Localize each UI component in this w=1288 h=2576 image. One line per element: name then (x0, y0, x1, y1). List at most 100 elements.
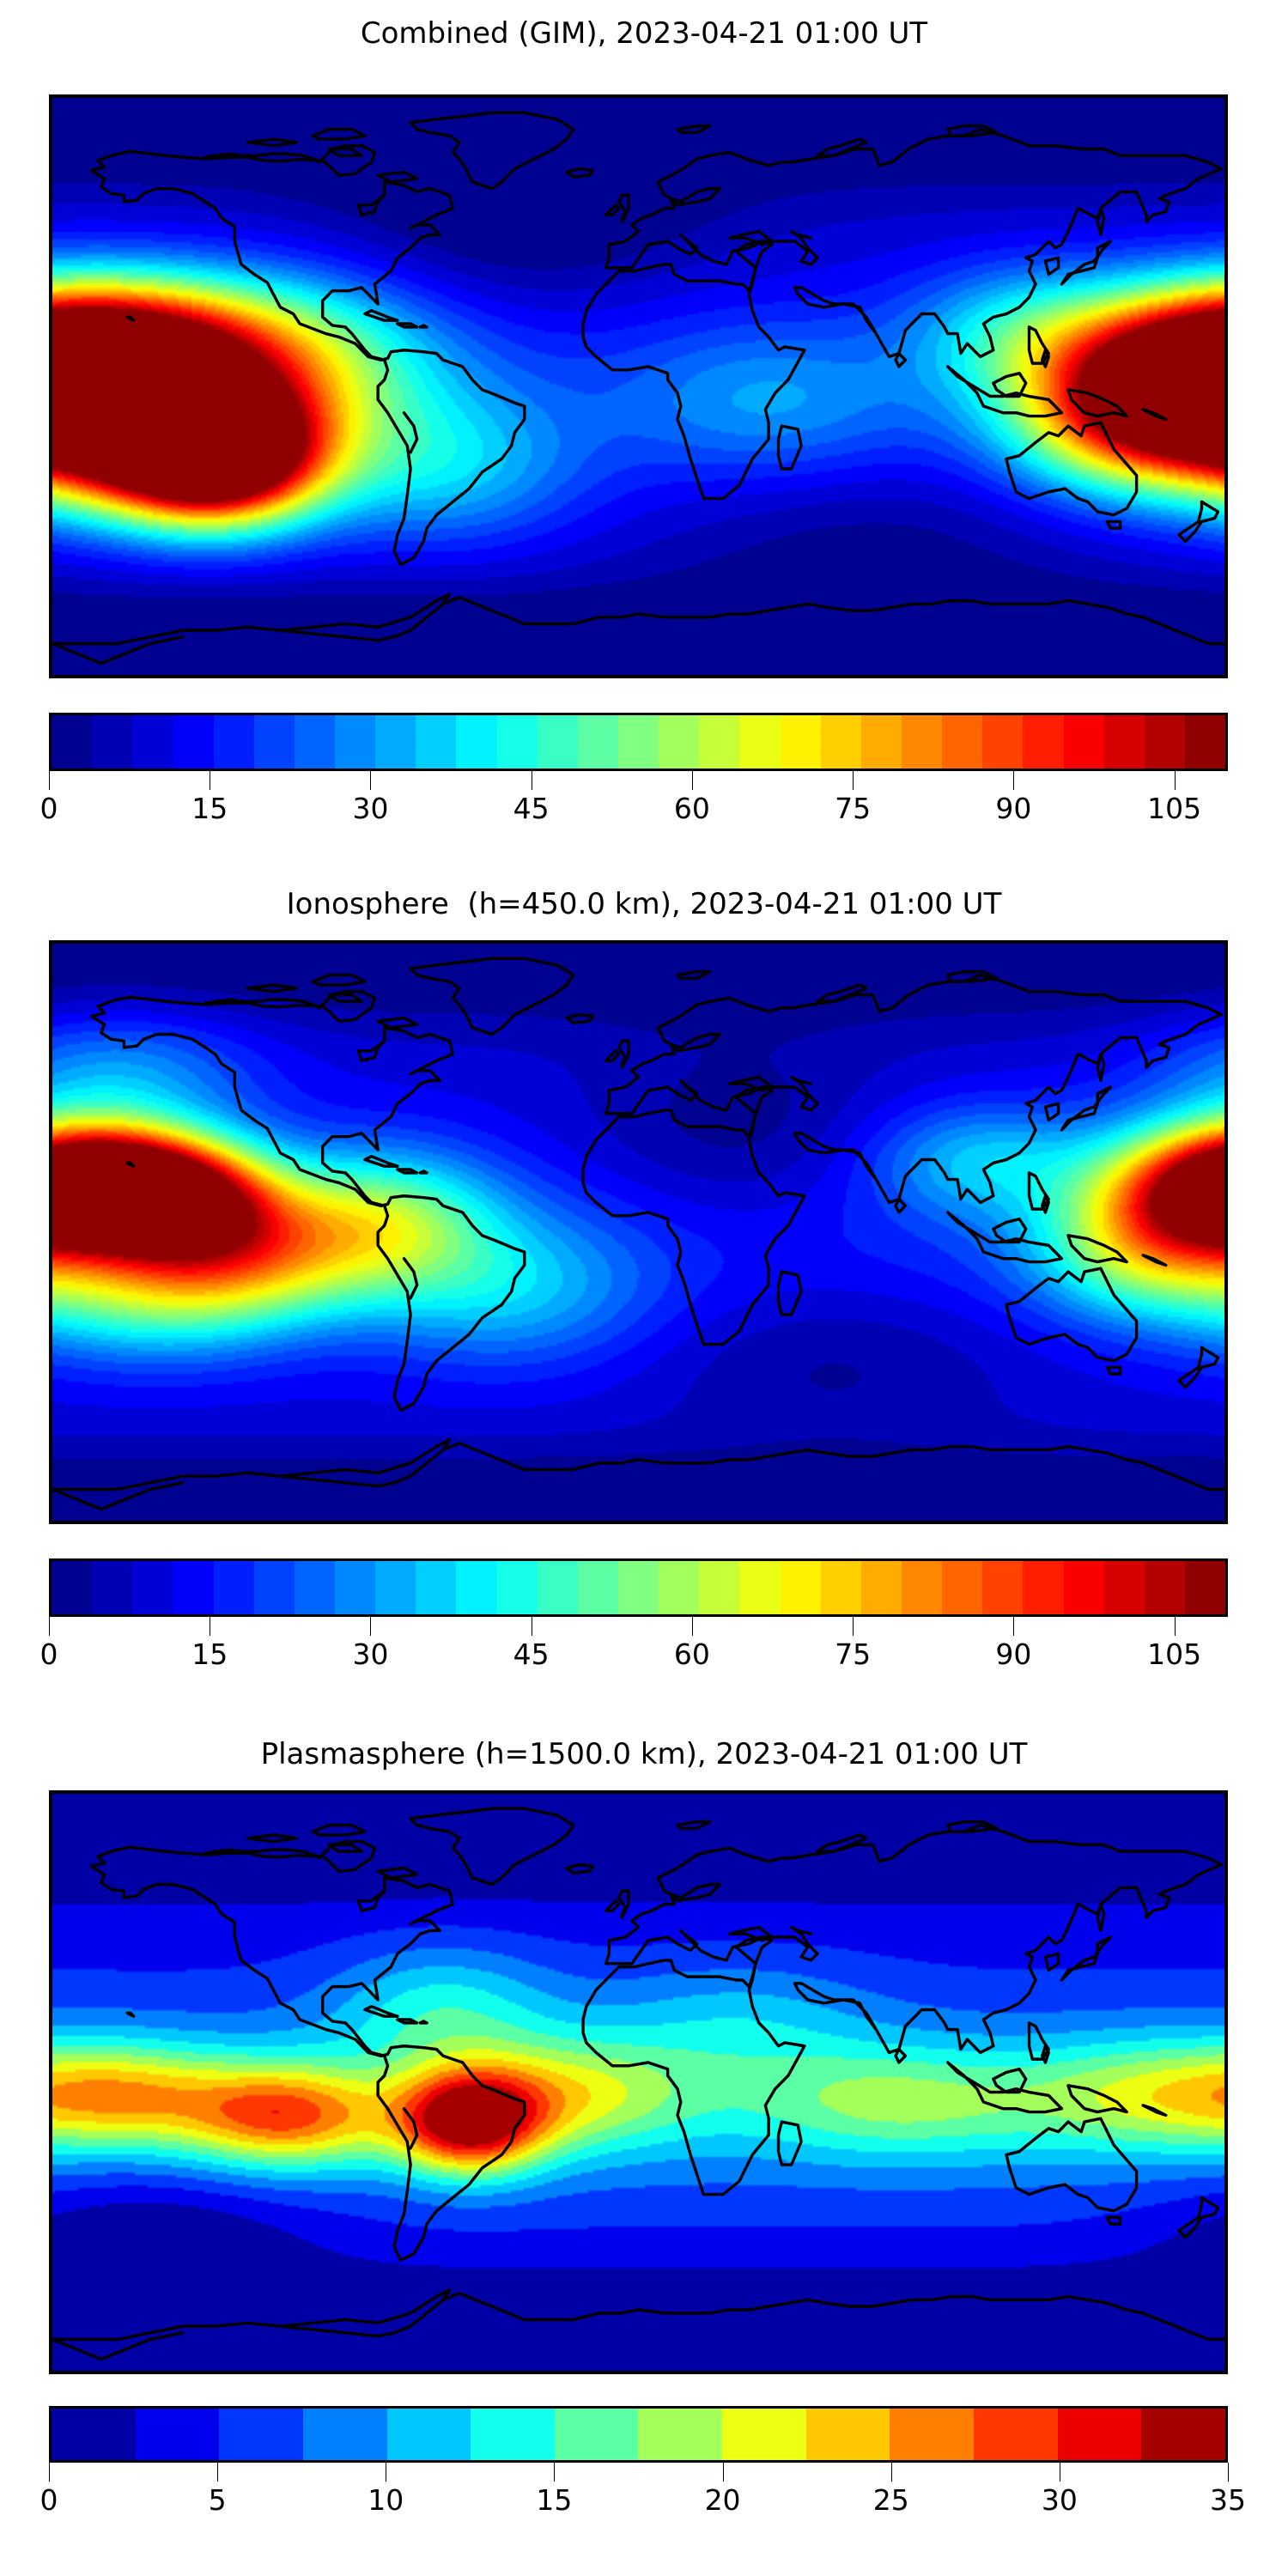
colorbar-tick (554, 2463, 556, 2482)
colorbar-band (739, 1561, 781, 1614)
colorbar-band (52, 1561, 93, 1614)
colorbar-band (1103, 1561, 1145, 1614)
colorbar-tick-label: 105 (1147, 792, 1202, 825)
colorbar-tick (890, 2463, 892, 2482)
colorbar-tick-label: 60 (673, 792, 710, 825)
colorbar-band (820, 715, 861, 769)
colorbar-tick-label: 90 (995, 792, 1032, 825)
colorbar-combined-gim (49, 713, 1228, 771)
colorbar-tick-label: 30 (352, 1637, 389, 1671)
colorbar-ticks-combined: 0 15 30 45 60 75 90 105 (40, 771, 1228, 831)
colorbar-tick (1013, 1617, 1015, 1636)
colorbar-band (1023, 1561, 1064, 1614)
colorbar-tick-label: 105 (1147, 1637, 1202, 1671)
colorbar-band (1141, 2409, 1225, 2460)
colorbar-band (334, 715, 376, 769)
colorbar-tick-label: 10 (368, 2483, 404, 2517)
colorbar-band (537, 1561, 578, 1614)
colorbar-band (901, 715, 943, 769)
colorbar-band (496, 715, 538, 769)
colorbar-band (860, 715, 902, 769)
colorbar-band (901, 1561, 943, 1614)
panel-title-combined: Combined (GIM), 2023-04-21 01:00 UT (360, 16, 928, 51)
colorbar-band (416, 715, 457, 769)
colorbar-tick (691, 1617, 693, 1636)
colorbar-band (699, 715, 740, 769)
colorbar-tick (853, 771, 854, 790)
colorbar-band (617, 715, 659, 769)
colorbar-tick (1174, 1617, 1176, 1636)
colorbar-band (496, 1561, 538, 1614)
colorbar-tick-label: 5 (208, 2483, 227, 2517)
colorbar-band (213, 715, 254, 769)
colorbar-band (805, 2409, 890, 2460)
map-combined-gim (49, 94, 1228, 678)
colorbar-tick-label: 75 (835, 792, 872, 825)
colorbar-band (375, 715, 416, 769)
colorbar-plasmasphere (49, 2406, 1228, 2463)
colorbar-ticks-ionosphere: 0 15 30 45 60 75 90 105 (40, 1617, 1228, 1677)
colorbar-band (974, 2409, 1058, 2460)
colorbar-tick-label: 20 (704, 2483, 741, 2517)
colorbar-ticks-plasmasphere: 0 5 10 15 20 25 30 35 (40, 2463, 1246, 2523)
colorbar-band (554, 2409, 639, 2460)
colorbar-band (173, 1561, 214, 1614)
colorbar-tick-label: 35 (1210, 2483, 1246, 2517)
colorbar-band (1144, 715, 1185, 769)
colorbar-tick (49, 771, 50, 790)
colorbar-tick-label: 30 (352, 792, 389, 825)
colorbar-band (1063, 715, 1104, 769)
colorbar-band (456, 1561, 497, 1614)
colorbar-band (253, 715, 295, 769)
colorbar-band (416, 1561, 457, 1614)
colorbar-band (1057, 2409, 1142, 2460)
colorbar-band (294, 715, 335, 769)
colorbar-band (1103, 715, 1145, 769)
colorbar-band (699, 1561, 740, 1614)
colorbar-band (52, 715, 93, 769)
colorbar-band (92, 1561, 133, 1614)
colorbar-band (739, 715, 781, 769)
colorbar-band (780, 715, 821, 769)
colorbar-band (942, 1561, 983, 1614)
colorbar-band (982, 1561, 1024, 1614)
colorbar-tick-label: 25 (872, 2483, 909, 2517)
colorbar-band (52, 2409, 136, 2460)
colorbar-band (1023, 715, 1064, 769)
colorbar-band (577, 715, 618, 769)
colorbar-band (132, 715, 173, 769)
map-raster (52, 98, 1224, 675)
colorbar-tick (853, 1617, 854, 1636)
colorbar-tick (370, 771, 372, 790)
map-ionosphere (49, 940, 1228, 1524)
colorbar-band (294, 1561, 335, 1614)
colorbar-tick-label: 45 (513, 792, 550, 825)
colorbar-band (253, 1561, 295, 1614)
map-raster (52, 944, 1224, 1521)
panel-title-ionosphere: Ionosphere (h=450.0 km), 2023-04-21 01:0… (286, 887, 1002, 921)
colorbar-ionosphere (49, 1558, 1228, 1617)
colorbar-band (659, 1561, 700, 1614)
colorbar-band (1184, 1561, 1226, 1614)
colorbar-band (386, 2409, 471, 2460)
colorbar-band (213, 1561, 254, 1614)
colorbar-band (132, 1561, 173, 1614)
colorbar-tick-label: 30 (1041, 2483, 1078, 2517)
colorbar-tick (370, 1617, 372, 1636)
colorbar-tick (722, 2463, 724, 2482)
coastline-overlay (52, 1807, 1224, 2361)
colorbar-tick (217, 2463, 219, 2482)
colorbar-tick-label: 0 (39, 1637, 58, 1671)
colorbar-tick (49, 2463, 50, 2482)
colorbar-tick-label: 0 (39, 2483, 58, 2517)
colorbar-band (982, 715, 1024, 769)
coastline-overlay (52, 957, 1224, 1511)
map-plasmasphere (49, 1790, 1228, 2374)
colorbar-tick (1174, 771, 1176, 790)
colorbar-band (1144, 1561, 1185, 1614)
colorbar-band (219, 2409, 303, 2460)
colorbar-tick (1013, 771, 1015, 790)
colorbar-band (1063, 1561, 1104, 1614)
colorbar-tick-label: 15 (536, 2483, 573, 2517)
